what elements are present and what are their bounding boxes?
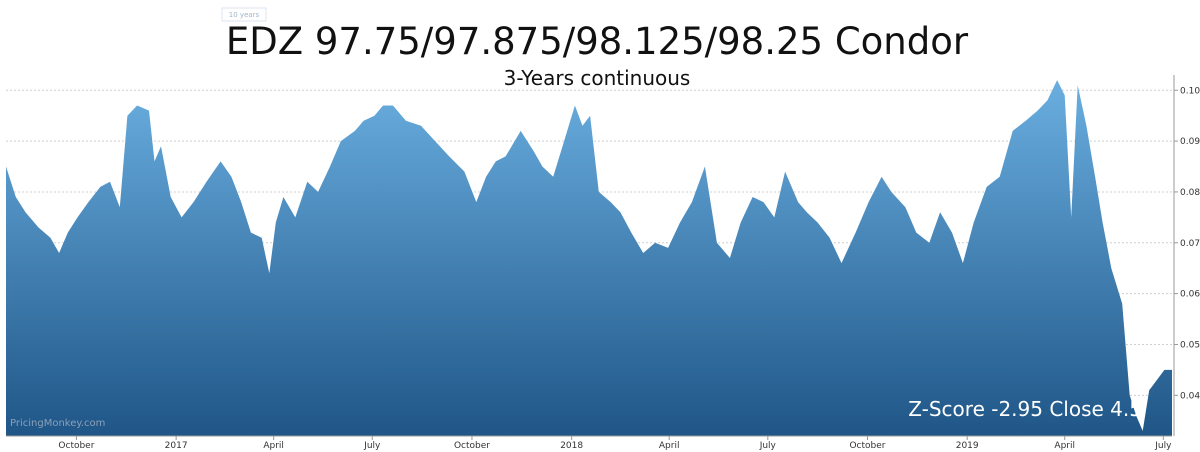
- range-selector-button[interactable]: [221, 7, 267, 22]
- y-tick-label: 0.05: [1180, 340, 1200, 350]
- x-tick-label: October: [454, 441, 490, 451]
- y-tick-label: 0.07: [1180, 239, 1200, 249]
- watermark: PricingMonkey.com: [10, 418, 105, 429]
- x-tick-label: 2019: [956, 441, 979, 451]
- y-tick-label: 0.08: [1180, 188, 1200, 198]
- chart-subtitle: 3-Years continuous: [504, 66, 691, 90]
- x-axis: October 2017 April July October 2018 April July…: [6, 435, 1172, 451]
- x-tick-label: October: [849, 441, 885, 451]
- x-tick-label: April: [263, 441, 284, 451]
- x-tick-label: 2017: [165, 441, 188, 451]
- x-tick-label: April: [659, 441, 680, 451]
- x-tick-label: July: [759, 441, 777, 451]
- chart-title: EDZ 97.75/97.875/98.125/98.25 Condor: [226, 20, 969, 63]
- x-tick-label: July: [1154, 441, 1172, 451]
- y-tick-label: 0.04: [1180, 391, 1200, 401]
- price-area-series: [6, 80, 1172, 436]
- y-tick-label: 0.09: [1180, 137, 1200, 147]
- y-tick-label: 0.06: [1180, 290, 1200, 300]
- y-axis: 0.04 0.05 0.06 0.07 0.08 0.09 0.10: [1173, 75, 1200, 436]
- zscore-annotation: Z-Score -2.95 Close 4.5: [908, 397, 1142, 421]
- y-tick-label: 0.10: [1180, 86, 1200, 96]
- x-tick-label: October: [58, 441, 94, 451]
- x-tick-label: 2018: [560, 441, 583, 451]
- x-tick-label: July: [363, 441, 381, 451]
- range-selector-label[interactable]: 10 years: [229, 11, 260, 19]
- x-tick-label: April: [1054, 441, 1075, 451]
